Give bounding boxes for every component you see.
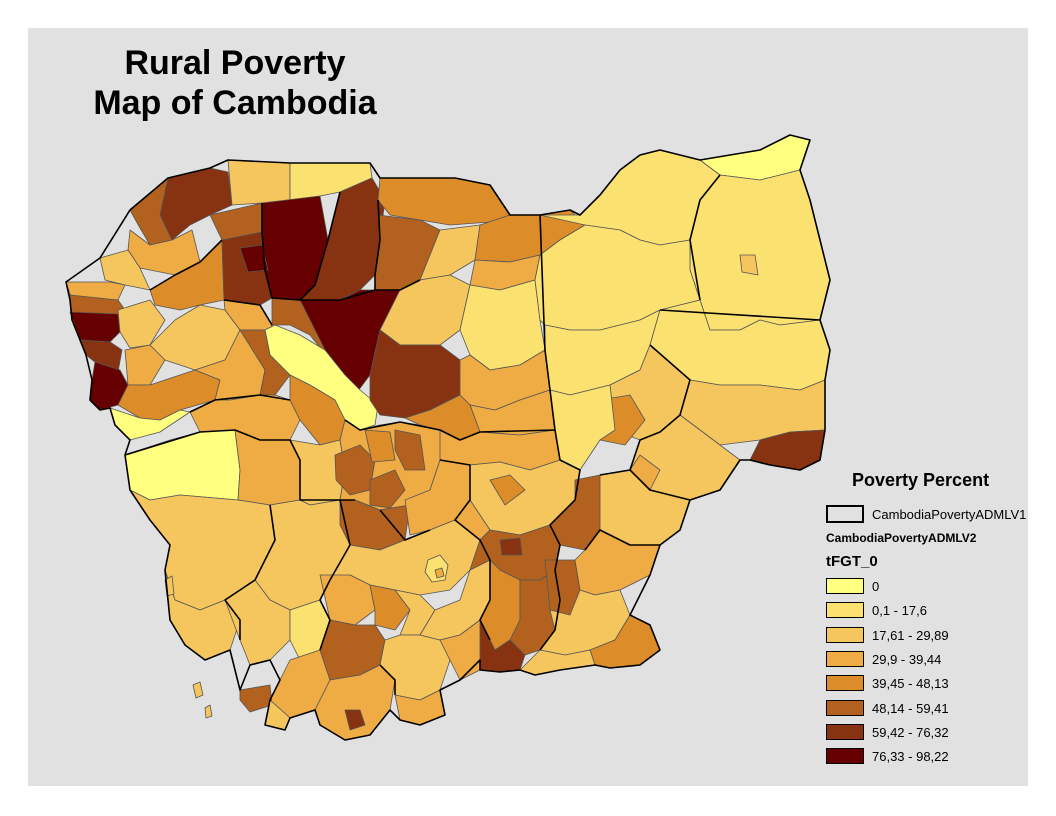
legend-class-label: 17,61 - 29,89 (872, 627, 949, 643)
province-boundary (124, 429, 355, 501)
province-boundary (599, 469, 691, 501)
region (227, 159, 291, 206)
province-boundary (629, 344, 691, 471)
legend-swatch (826, 675, 864, 692)
legend-swatch (826, 626, 864, 643)
province-boundary (149, 239, 223, 291)
province-boundary (439, 459, 491, 641)
legend-class-label: 0,1 - 17,6 (872, 603, 927, 619)
legend-swatch (826, 602, 864, 619)
region (689, 169, 831, 331)
legend-layer2-label: CambodiaPovertyADMLV2 (826, 531, 977, 545)
legend-class-label: 48,14 - 59,41 (872, 700, 949, 716)
legend-class-label: 29,9 - 39,44 (872, 651, 942, 667)
region (434, 567, 445, 579)
region (239, 329, 291, 396)
region (739, 254, 759, 276)
legend-layer1-label: CambodiaPovertyADMLV1 (872, 507, 1027, 522)
legend-swatch (826, 723, 864, 740)
map-title-line1: Rural Poverty (124, 44, 346, 82)
island (204, 704, 213, 719)
province-boundary (659, 309, 821, 321)
region (239, 244, 269, 273)
legend-swatch (826, 748, 864, 765)
province-boundary (223, 299, 273, 326)
province-boundary (374, 199, 381, 290)
region (489, 474, 526, 506)
province-boundary (299, 191, 341, 301)
province-boundary (689, 174, 721, 301)
legend-class-label: 76,33 - 98,22 (872, 749, 949, 765)
region (369, 469, 406, 509)
province-boundary (189, 394, 291, 413)
country-outline (65, 134, 831, 741)
legend-swatch (826, 699, 864, 716)
legend-class-label: 59,42 - 76,32 (872, 724, 949, 740)
map-title-line2: Map of Cambodia (93, 84, 377, 122)
region (239, 684, 273, 713)
legend-class-label: 0 (872, 579, 880, 594)
region (394, 429, 426, 471)
region (499, 537, 523, 556)
province-boundary (224, 504, 276, 640)
legend-swatch (826, 578, 864, 594)
region (364, 429, 396, 463)
province-boundary (319, 499, 351, 651)
legend-swatch (826, 650, 864, 667)
region (459, 279, 546, 371)
legend-layer1-swatch (826, 505, 864, 523)
province-boundary (379, 509, 431, 541)
province-boundary (539, 214, 561, 461)
region (117, 369, 221, 421)
province-boundary (584, 529, 660, 551)
region (344, 709, 366, 731)
province-boundary (344, 419, 556, 441)
island (192, 681, 204, 699)
legend-class-label: 39,45 - 48,13 (872, 676, 949, 692)
region (69, 311, 121, 343)
province-boundary (379, 664, 396, 695)
province-boundary (539, 459, 581, 651)
legend-field-label: tFGT_0 (826, 553, 878, 570)
legend-title: Poverty Percent (852, 470, 990, 490)
region (124, 344, 166, 386)
region (124, 429, 241, 501)
